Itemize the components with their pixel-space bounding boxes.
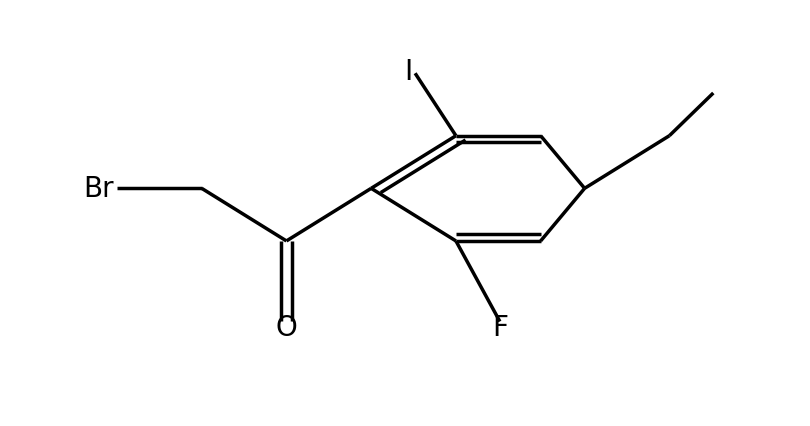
- Text: F: F: [492, 314, 508, 341]
- Text: I: I: [405, 58, 413, 86]
- Text: Br: Br: [83, 175, 113, 203]
- Text: O: O: [275, 314, 297, 341]
